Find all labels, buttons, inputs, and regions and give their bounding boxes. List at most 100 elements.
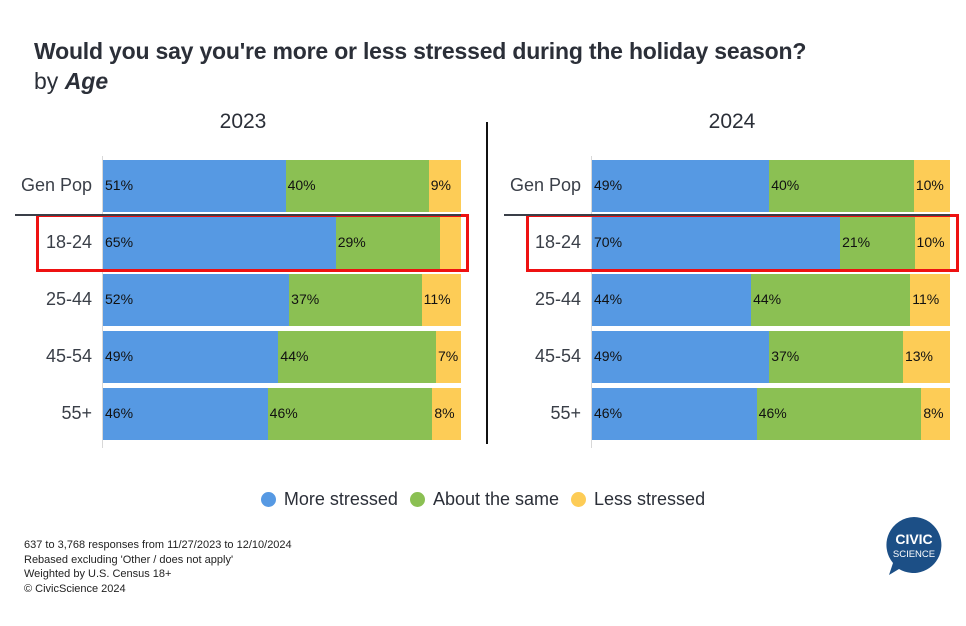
- bar-segment-less-stressed: [921, 388, 951, 440]
- category-label: Gen Pop: [509, 175, 581, 195]
- data-label: 46%: [758, 405, 787, 421]
- data-label: 44%: [594, 291, 623, 307]
- legend-label: About the same: [432, 489, 560, 509]
- data-label: 11%: [912, 291, 940, 307]
- data-label: 46%: [269, 405, 298, 421]
- data-label: 11%: [423, 291, 451, 307]
- data-label: 40%: [771, 177, 800, 193]
- data-label: 49%: [594, 348, 623, 364]
- category-label: 25-44: [534, 289, 581, 309]
- panel-title: 2023: [219, 110, 267, 133]
- logo-speech-bubble-icon: [886, 517, 942, 575]
- bar-segment-more-stressed: [103, 217, 337, 269]
- bar-segment-less-stressed: [913, 160, 951, 212]
- category-axis-line: [102, 156, 103, 448]
- bar-segment-more-stressed: [592, 274, 752, 326]
- data-label: 44%: [280, 348, 309, 364]
- bar-segment-less-stressed: [902, 331, 951, 383]
- panel-divider: [486, 122, 488, 444]
- legend-dot-more-stressed: [260, 492, 276, 507]
- bar-segment-more-stressed: [103, 160, 287, 212]
- footnotes: 637 to 3,768 responses from 11/27/2023 t…: [24, 538, 292, 596]
- legend-dot-less-stressed: [571, 492, 587, 507]
- category-label: 55+: [61, 403, 92, 423]
- bar-segment-more-stressed: [592, 388, 758, 440]
- bar-segment-less-stressed: [914, 217, 951, 269]
- data-label: 8%: [434, 405, 455, 421]
- footnote-rebased: Rebased excluding 'Other / does not appl…: [24, 553, 234, 566]
- bar-segment-about-the-same: [840, 217, 916, 269]
- bar-segment-about-the-same: [751, 274, 911, 326]
- footnote-copyright: © CivicScience 2024: [24, 582, 126, 595]
- bar-segment-about-the-same: [267, 388, 433, 440]
- data-label: 9%: [430, 177, 451, 193]
- data-label: 13%: [904, 348, 934, 364]
- bar-segment-about-the-same: [756, 388, 922, 440]
- category-label: 45-54: [45, 346, 92, 366]
- bar-segment-more-stressed: [592, 217, 841, 269]
- category-axis-line: [591, 156, 592, 448]
- chart-title: Would you say you're more or less stress…: [34, 38, 807, 64]
- highlight-box: [526, 214, 959, 272]
- bar-segment-less-stressed: [435, 331, 462, 383]
- data-label: 49%: [594, 177, 623, 193]
- data-label: 10%: [916, 234, 945, 250]
- category-label: 18-24: [534, 232, 581, 252]
- bar-segment-less-stressed: [421, 274, 462, 326]
- data-label: 49%: [105, 348, 134, 364]
- subtitle-variable: Age: [64, 68, 109, 94]
- legend-label: More stressed: [283, 489, 398, 509]
- data-label: 70%: [594, 234, 623, 250]
- bar-segment-less-stressed: [432, 388, 462, 440]
- data-label: 29%: [337, 234, 366, 250]
- footnote-responses: 637 to 3,768 responses from 11/27/2023 t…: [24, 539, 292, 551]
- civicscience-logo: CIVIC SCIENCE: [886, 517, 942, 575]
- category-label: 55+: [550, 403, 581, 423]
- data-label: 51%: [105, 177, 134, 193]
- bar-segment-about-the-same: [289, 274, 423, 326]
- bar-segment-less-stressed: [910, 274, 951, 326]
- bar-segment-more-stressed: [103, 331, 279, 383]
- chart-subtitle: by Age: [34, 68, 108, 95]
- footnote-weighted: Weighted by U.S. Census 18+: [24, 568, 172, 580]
- highlight-box: [36, 214, 469, 272]
- category-label: 45-54: [534, 346, 581, 366]
- bar-segment-more-stressed: [592, 331, 770, 383]
- panel-title: 2024: [708, 110, 756, 133]
- data-label: 65%: [105, 234, 134, 250]
- panel-2023: 2023 Gen Pop 51% 40% 9% 18-24 65% 29% 25-44 52% 37…: [0, 108, 470, 448]
- legend-label: Less stressed: [594, 489, 706, 509]
- logo-text-civic: CIVIC: [895, 531, 932, 547]
- subtitle-prefix: by: [34, 68, 59, 94]
- legend: More stressed About the same Less stress…: [0, 489, 966, 510]
- category-label: Gen Pop: [20, 175, 92, 195]
- bar-segment-about-the-same: [769, 160, 915, 212]
- bar-segment-about-the-same: [335, 217, 440, 269]
- category-label: 18-24: [45, 232, 92, 252]
- logo-text-science: SCIENCE: [893, 549, 935, 560]
- category-label: 25-44: [45, 289, 92, 309]
- legend-dot-about-the-same: [409, 492, 425, 507]
- bar-segment-about-the-same: [278, 331, 437, 383]
- data-label: 40%: [287, 177, 316, 193]
- gen-pop-separator: [504, 214, 950, 216]
- bar-segment-about-the-same: [285, 160, 430, 212]
- data-label: 52%: [105, 291, 134, 307]
- gen-pop-separator: [15, 214, 461, 216]
- data-label: 37%: [771, 348, 800, 364]
- panel-2024: 2024 Gen Pop 49% 40% 10% 18-24 70% 21% 10% 25-44 4…: [489, 108, 959, 448]
- data-label: 46%: [594, 405, 623, 421]
- bar-segment-more-stressed: [592, 160, 770, 212]
- data-label: 21%: [842, 234, 871, 250]
- legend-item-less-stressed: Less stressed: [571, 489, 705, 510]
- bar-segment-less-stressed: [428, 160, 462, 212]
- data-label: 8%: [923, 405, 944, 421]
- legend-item-about-the-same: About the same: [409, 489, 560, 510]
- bar-segment-more-stressed: [103, 274, 290, 326]
- data-label: 7%: [437, 348, 459, 364]
- data-label: 10%: [915, 177, 944, 193]
- bar-segment-less-stressed: [439, 217, 462, 269]
- bar-segment-more-stressed: [103, 388, 269, 440]
- data-label: 37%: [291, 291, 320, 307]
- data-label: 46%: [105, 405, 134, 421]
